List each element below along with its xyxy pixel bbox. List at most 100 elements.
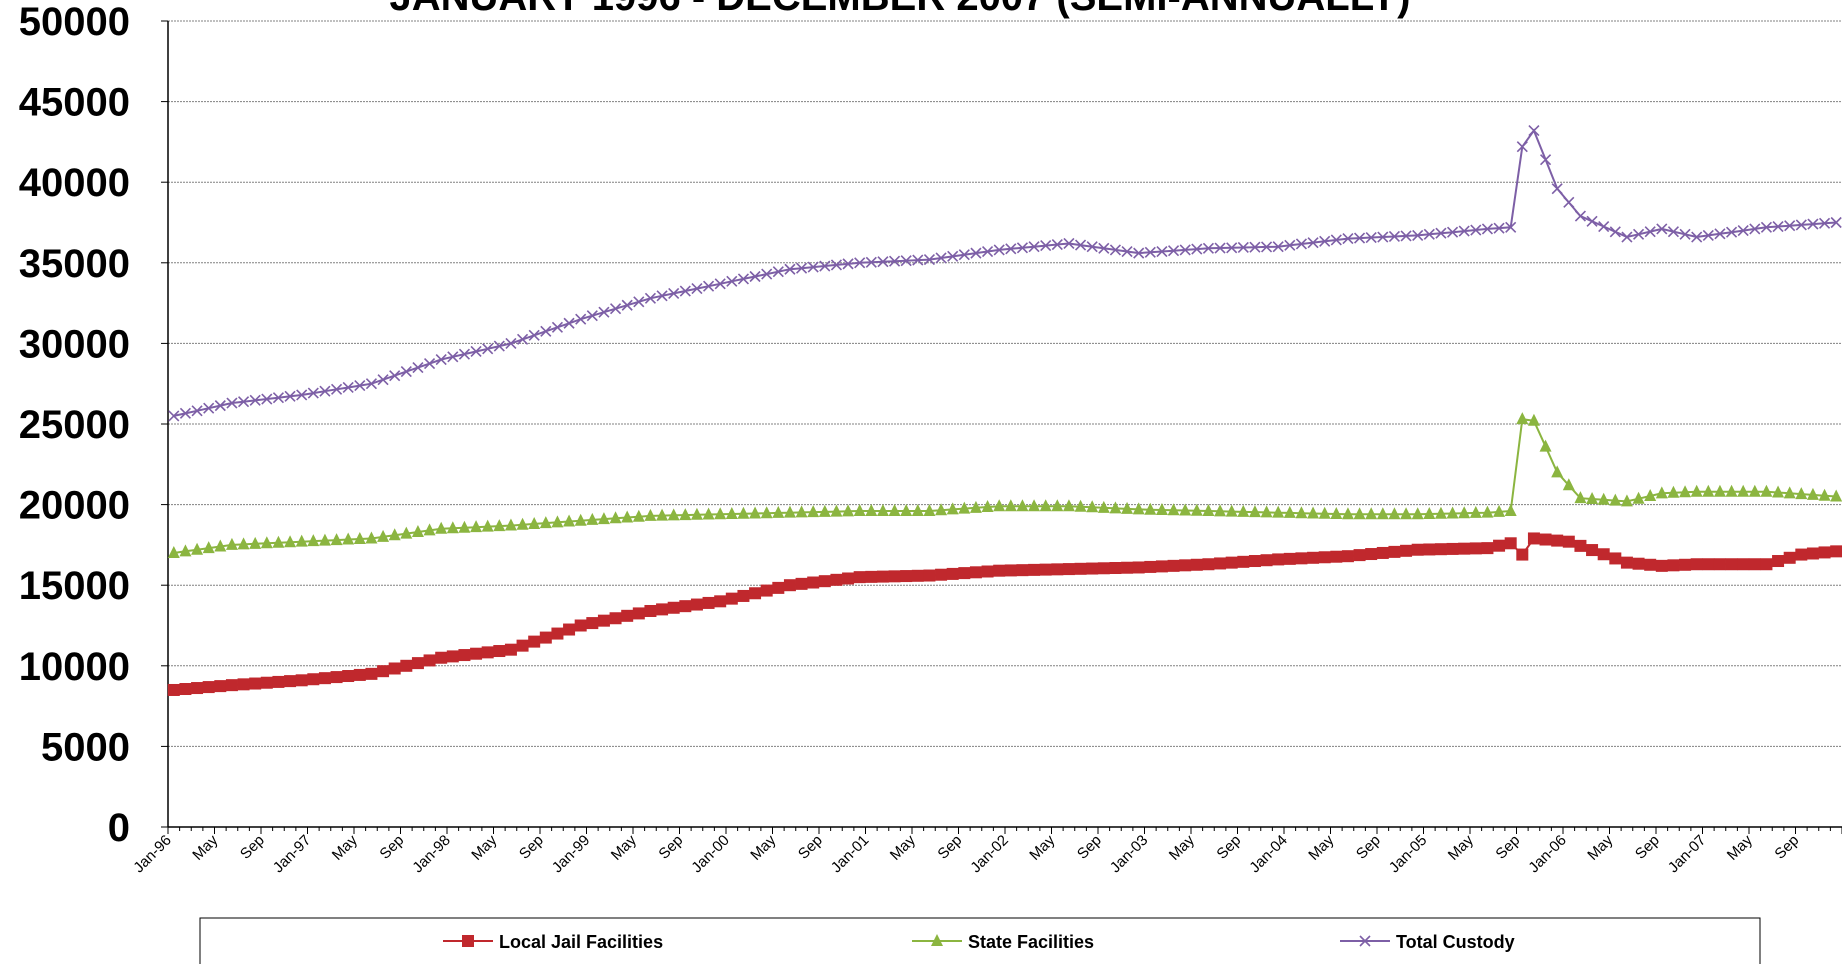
- point-1-49: [737, 506, 750, 519]
- point-2-83: [1133, 247, 1145, 259]
- point-1-139: [1783, 486, 1796, 499]
- point-2-108: [1423, 228, 1435, 240]
- x-tick-label-29: Sep: [1492, 832, 1523, 863]
- point-0-73: [1016, 564, 1029, 577]
- point-1-89: [1202, 504, 1215, 517]
- point-2-10: [284, 390, 296, 402]
- point-2-66: [935, 252, 947, 264]
- point-1-79: [1086, 500, 1099, 513]
- series-group: [167, 125, 1842, 696]
- point-0-141: [1806, 547, 1819, 560]
- point-2-99: [1319, 235, 1331, 247]
- point-1-90: [1214, 504, 1227, 517]
- point-1-95: [1272, 505, 1285, 518]
- point-2-51: [761, 268, 773, 280]
- y-tick-label-4: 20000: [19, 484, 130, 528]
- point-2-74: [1028, 241, 1040, 253]
- point-0-31: [528, 635, 541, 648]
- point-2-87: [1179, 244, 1191, 256]
- point-2-109: [1435, 227, 1447, 239]
- point-1-26: [470, 520, 483, 533]
- point-0-38: [609, 612, 622, 625]
- point-2-35: [575, 313, 587, 325]
- point-1-83: [1132, 502, 1145, 515]
- point-2-141: [1807, 218, 1819, 230]
- point-2-80: [1098, 242, 1110, 254]
- point-2-36: [586, 310, 598, 322]
- y-tick-label-3: 15000: [19, 564, 130, 608]
- point-1-122: [1586, 491, 1599, 504]
- point-0-30: [516, 639, 529, 652]
- point-0-1: [179, 683, 192, 696]
- point-1-134: [1725, 484, 1738, 497]
- point-1-23: [435, 521, 448, 534]
- point-2-113: [1481, 223, 1494, 235]
- point-2-60: [865, 256, 877, 268]
- point-2-41: [644, 292, 657, 304]
- point-2-70: [981, 245, 994, 258]
- point-0-34: [563, 623, 576, 636]
- point-0-72: [1004, 564, 1017, 577]
- point-2-112: [1470, 224, 1482, 236]
- x-tick-label-26: Sep: [1353, 832, 1384, 863]
- point-1-69: [969, 500, 982, 513]
- point-1-20: [400, 526, 413, 539]
- point-2-48: [726, 275, 738, 287]
- point-1-29: [504, 518, 517, 531]
- point-0-67: [946, 567, 959, 580]
- point-0-118: [1539, 533, 1552, 546]
- point-1-125: [1620, 494, 1633, 507]
- point-1-112: [1469, 505, 1482, 518]
- point-1-142: [1818, 488, 1831, 501]
- point-2-29: [505, 337, 517, 349]
- point-0-97: [1295, 552, 1308, 565]
- point-2-82: [1121, 245, 1133, 258]
- point-2-44: [679, 285, 691, 297]
- y-tick-label-5: 25000: [19, 403, 130, 447]
- chart-title: JANUARY 1996 - DECEMBER 2007 (SEMI-ANNUA…: [390, 0, 1411, 19]
- point-0-102: [1353, 549, 1366, 562]
- point-2-130: [1679, 228, 1691, 240]
- point-0-62: [888, 570, 901, 583]
- point-2-117: [1528, 125, 1540, 137]
- x-tick-label-6: Jan-98: [409, 832, 453, 876]
- point-1-70: [981, 500, 994, 513]
- point-1-106: [1400, 507, 1413, 520]
- point-1-28: [493, 519, 506, 532]
- point-1-17: [365, 531, 378, 544]
- point-1-48: [725, 507, 738, 520]
- point-2-121: [1574, 210, 1587, 222]
- point-0-99: [1318, 551, 1331, 564]
- point-2-115: [1505, 221, 1517, 233]
- point-1-96: [1283, 505, 1296, 518]
- point-0-74: [1028, 563, 1041, 576]
- point-0-135: [1737, 558, 1750, 571]
- point-0-86: [1167, 559, 1180, 572]
- point-2-34: [563, 317, 575, 329]
- y-tick-label-1: 5000: [41, 725, 130, 769]
- point-1-75: [1039, 499, 1052, 512]
- point-0-19: [388, 662, 401, 675]
- point-0-125: [1620, 556, 1633, 569]
- point-1-131: [1690, 484, 1703, 497]
- point-2-18: [377, 374, 389, 386]
- point-0-69: [969, 566, 982, 579]
- series-0: [167, 532, 1842, 696]
- point-1-86: [1167, 503, 1180, 516]
- point-1-18: [377, 529, 390, 542]
- point-2-125: [1621, 231, 1633, 243]
- point-0-122: [1586, 544, 1599, 557]
- point-0-66: [935, 568, 948, 581]
- x-axis-ticks: Jan-96 May Sep Jan-97 May Sep Jan-98 May Sep Jan-…: [130, 827, 1842, 876]
- point-0-70: [981, 565, 994, 578]
- point-1-120: [1562, 478, 1575, 491]
- point-1-51: [760, 506, 773, 519]
- point-2-47: [714, 278, 726, 290]
- point-2-104: [1377, 231, 1389, 243]
- point-1-59: [853, 504, 866, 517]
- point-2-120: [1563, 196, 1575, 208]
- point-2-40: [633, 296, 645, 308]
- point-0-5: [225, 679, 238, 692]
- point-1-121: [1574, 491, 1587, 504]
